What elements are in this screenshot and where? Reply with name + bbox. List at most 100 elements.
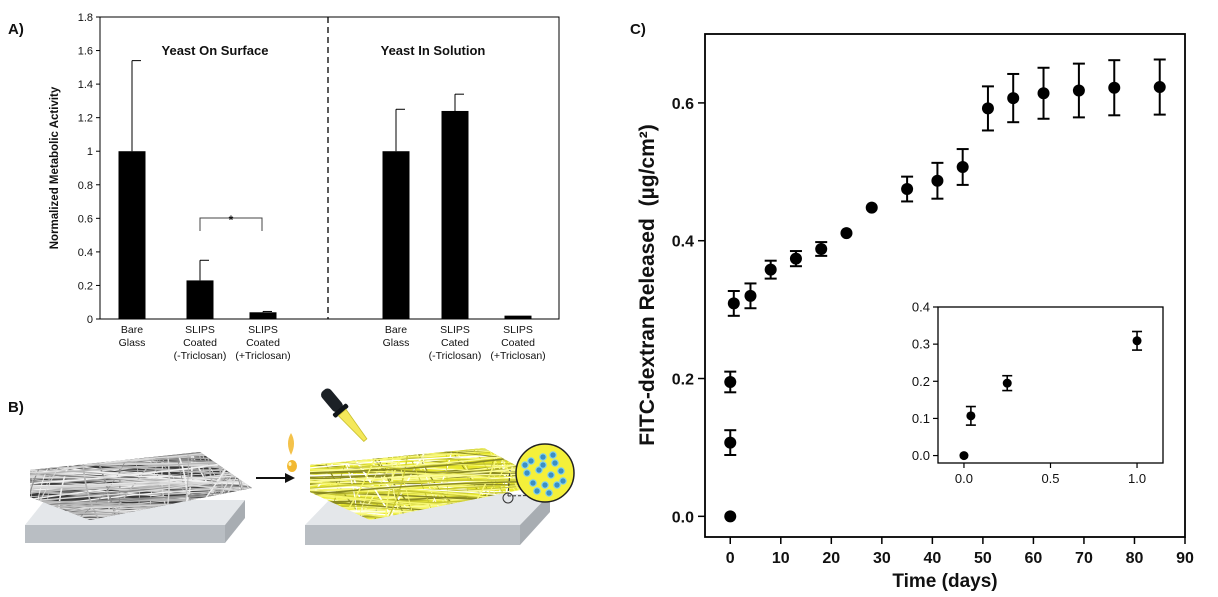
data-point	[724, 510, 737, 523]
fiber-strand	[30, 452, 252, 456]
bar-category-label: SLIPS	[185, 324, 215, 336]
bar-category-label: (+Triclosan)	[490, 350, 545, 362]
x-tick-label-c: 30	[873, 550, 891, 567]
particle-dot	[541, 481, 549, 489]
inset-chart: 0.0 0.5 1.0 0.0 0.1 0.2 0.3 0.4	[912, 300, 1164, 486]
particle-dot	[533, 487, 541, 495]
fiber-strand	[30, 452, 252, 458]
y-tick-label-c: 0.6	[672, 96, 694, 113]
y-axis-label-unit: (µg/cm²)	[636, 124, 659, 206]
bar-category-label: SLIPS	[503, 324, 533, 336]
fiber-strand	[30, 452, 252, 458]
particle-dot	[547, 471, 555, 479]
data-point	[724, 375, 737, 388]
fiber-strand	[310, 448, 550, 451]
bar-category-label: (+Triclosan)	[235, 350, 290, 362]
fiber-strand	[310, 448, 550, 451]
data-point	[981, 102, 994, 115]
arrow-icon	[256, 473, 295, 483]
fiber-strand	[7, 448, 30, 522]
x-tick-label-c: 50	[974, 550, 992, 567]
particle-dot	[545, 489, 553, 497]
data-point	[789, 252, 802, 265]
fiber-strand	[310, 448, 550, 454]
inset-y-tick-label: 0.2	[912, 374, 930, 389]
x-tick-label-c: 60	[1025, 550, 1043, 567]
particle-dot	[529, 479, 537, 487]
y-tick-label-a: 1.6	[78, 46, 93, 58]
y-tick-label-a: 1.4	[78, 79, 93, 91]
bar	[504, 315, 532, 319]
inset-frame	[937, 306, 1164, 464]
plot-frame-c	[704, 33, 1186, 538]
data-point	[1007, 92, 1020, 105]
x-tick-label-c: 20	[822, 550, 840, 567]
y-tick-label-c: 0.0	[672, 509, 694, 526]
bar-category-label: Bare	[121, 324, 143, 336]
bar	[441, 110, 469, 319]
bar-category-label: (-Triclosan)	[429, 350, 482, 362]
panel-label-a: A)	[8, 21, 24, 38]
data-point	[956, 160, 969, 173]
significance-star: *	[229, 213, 234, 227]
data-point	[764, 263, 777, 276]
bar	[382, 151, 410, 319]
fiber-strand	[310, 448, 550, 452]
y-tick-label-a: 0	[87, 314, 93, 326]
fiber-strand	[310, 448, 550, 453]
y-tick-label-c: 0.4	[672, 234, 694, 251]
bar-category-label: Glass	[119, 337, 146, 349]
bar-category-label: Glass	[383, 337, 410, 349]
data-point	[901, 183, 914, 196]
data-point	[1037, 87, 1050, 100]
y-tick-label-a: 1.8	[78, 12, 93, 24]
particle-dot	[557, 467, 565, 475]
data-point	[727, 297, 740, 310]
bar	[118, 151, 146, 319]
x-tick-label-c: 90	[1176, 550, 1194, 567]
particle-dot	[521, 461, 529, 469]
y-tick-label-a: 0.4	[78, 247, 93, 259]
fiber-strand	[30, 476, 252, 481]
data-point	[865, 201, 878, 214]
panel-label-c: C)	[630, 21, 646, 38]
fiber-strand	[310, 448, 550, 450]
fiber-strand	[3, 448, 25, 522]
y-tick-label-a: 1.2	[78, 113, 93, 125]
particle-dot	[559, 477, 567, 485]
inset-y-tick-label: 0.1	[912, 411, 930, 426]
fiber-strand	[30, 452, 252, 454]
plot-frame-a	[99, 16, 560, 320]
y-tick-label-a: 1	[87, 146, 93, 158]
scatter-chart-fitc-release: Time (days) FITC-dextran Released (µg/cm…	[636, 33, 1194, 592]
inset-y-tick-label: 0.0	[912, 448, 930, 463]
oil-drop-icon	[288, 433, 294, 455]
bar-category-label: Cated	[441, 337, 469, 349]
x-tick-label-c: 70	[1075, 550, 1093, 567]
group-title-surface: Yeast On Surface	[162, 43, 269, 58]
x-tick-label-c: 10	[772, 550, 790, 567]
data-point	[1072, 84, 1085, 97]
inset-y-tick-label: 0.3	[912, 337, 930, 352]
particle-dot	[527, 457, 535, 465]
y-axis-label-main: FITC-dextran Released	[636, 218, 659, 446]
fiber-strand	[30, 452, 252, 457]
data-point	[744, 289, 757, 302]
fiber-strand	[310, 448, 550, 451]
y-axis-label-a: Normalized Metabolic Activity	[49, 86, 61, 249]
x-tick-label-c: 40	[923, 550, 941, 567]
fiber-strand	[310, 448, 550, 451]
fiber-strand	[30, 452, 252, 459]
bar-category-label: Coated	[183, 337, 217, 349]
significance-bracket: *	[199, 213, 263, 231]
fiber-strand	[310, 448, 550, 454]
inset-x-tick-label: 1.0	[1128, 471, 1146, 486]
inset-x-tick-label: 0.5	[1041, 471, 1059, 486]
x-tick-label-c: 0	[726, 550, 735, 567]
inset-data-point	[1132, 336, 1142, 346]
y-axis-label-c: FITC-dextran Released (µg/cm²)	[636, 124, 659, 446]
bar	[249, 312, 277, 319]
bar-category-label: Bare	[385, 324, 407, 336]
fiber-strand	[30, 473, 252, 487]
